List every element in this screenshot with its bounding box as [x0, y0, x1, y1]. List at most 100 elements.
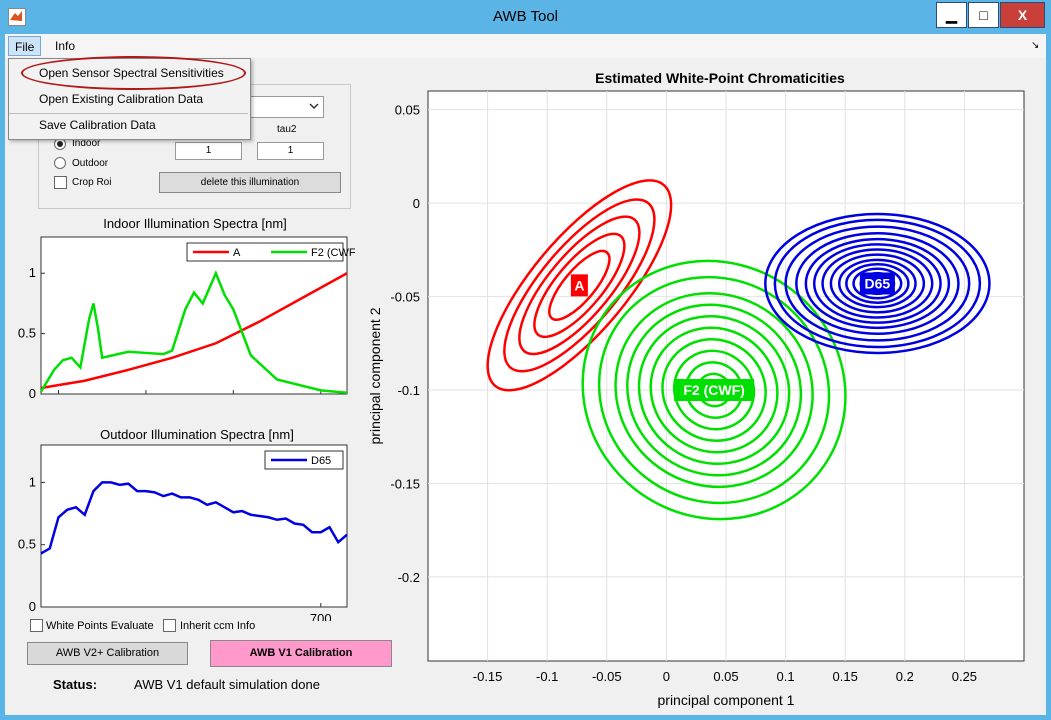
- minimize-button[interactable]: ▁: [936, 2, 967, 28]
- contour-2: [829, 253, 926, 314]
- contour-2: [852, 267, 903, 300]
- menu-file[interactable]: File: [8, 36, 42, 56]
- contour-1: [614, 291, 814, 489]
- white-point-chart: Estimated White-Point Chromaticities -0.…: [367, 70, 1025, 708]
- contour-1: [661, 338, 767, 442]
- y-axis-label: principal component 2: [367, 307, 383, 444]
- close-icon: X: [1017, 7, 1028, 23]
- menu-info[interactable]: Info: [55, 39, 76, 53]
- indoor-legend: [186, 242, 344, 262]
- menu-save-calibration[interactable]: Save Calibration Data: [39, 118, 156, 132]
- indoor-legend-label: A: [233, 247, 241, 259]
- indoor-y-tick-label: 0: [29, 386, 36, 399]
- y-tick-label: -0.2: [398, 570, 420, 585]
- x-tick-label: 0: [663, 669, 670, 684]
- x-tick-label: -0.05: [592, 669, 622, 684]
- minimize-icon: ▁: [946, 6, 957, 23]
- delete-illumination-button[interactable]: delete this illumination: [159, 172, 341, 193]
- tau2-input[interactable]: 1: [257, 142, 324, 160]
- matlab-logo-icon: [10, 11, 22, 21]
- contour-1: [672, 349, 756, 431]
- outdoor-y-tick-label: 0: [29, 599, 36, 614]
- indoor-x-tick-label: 400: [48, 398, 70, 399]
- status-text: AWB V1 default simulation done: [134, 677, 320, 692]
- indoor-x-tick-label: 600: [222, 398, 244, 399]
- contour-1: [684, 361, 744, 419]
- maximize-icon: □: [979, 7, 988, 23]
- contour-0: [533, 232, 626, 339]
- contour-2: [845, 263, 910, 304]
- illumination-select[interactable]: [245, 96, 324, 118]
- inherit-ccm-checkbox[interactable]: [163, 619, 176, 632]
- title-bar: AWB Tool ▁ □ X: [0, 0, 1051, 34]
- indoor-series-line-0: [40, 272, 348, 390]
- outdoor-radio[interactable]: [54, 157, 66, 169]
- tau2-label: tau2: [277, 124, 297, 135]
- contour-0: [503, 198, 656, 373]
- contour-2: [821, 248, 934, 319]
- contour-2: [764, 212, 991, 355]
- cluster-label: A: [574, 277, 584, 293]
- menu-separator: [9, 113, 248, 114]
- outdoor-label: Outdoor: [72, 158, 109, 169]
- indoor-legend-label: F2 (CWF): [311, 247, 355, 259]
- white-points-checkbox[interactable]: [30, 619, 43, 632]
- white-points-label: White Points Evaluate: [46, 620, 154, 632]
- indoor-y-tick-label: 0.5: [18, 326, 36, 341]
- crop-roi-label: Crop Roi: [72, 177, 112, 188]
- crop-roi-checkbox[interactable]: [54, 176, 67, 189]
- x-tick-label: -0.15: [473, 669, 503, 684]
- window-title: AWB Tool: [492, 8, 559, 25]
- y-tick-label: -0.05: [390, 290, 420, 305]
- indoor-x-tick-label: 700: [310, 398, 332, 399]
- status-label: Status:: [53, 677, 98, 692]
- contour-0: [518, 215, 641, 356]
- client-area: File Info ↘ Open Sensor Spectral Sensiti…: [5, 34, 1046, 715]
- cluster-label-box: [570, 274, 588, 297]
- indoor-plot-area: [40, 236, 348, 395]
- outdoor-legend-label: D65: [311, 455, 331, 467]
- indoor-spectra-chart: Indoor Illumination Spectra [nm] 400 500 6…: [18, 216, 355, 399]
- indoor-label: Indoor: [72, 138, 101, 149]
- indoor-x-tick-label: 500: [135, 398, 157, 399]
- contour-1: [637, 315, 791, 466]
- menu-open-calibration[interactable]: Open Existing Calibration Data: [39, 92, 204, 106]
- app-icon: [8, 8, 26, 26]
- y-tick-label: 0: [413, 196, 420, 211]
- outdoor-spectra-chart: Outdoor Illumination Spectra [nm] 700 0 0.…: [18, 427, 348, 621]
- outdoor-series-line-0: [40, 481, 348, 555]
- tau1-input[interactable]: 1: [175, 142, 242, 160]
- toolbar-toggle-icon[interactable]: ↘: [1031, 40, 1040, 51]
- close-button[interactable]: X: [1000, 2, 1045, 28]
- y-tick-label: 0.05: [395, 103, 420, 118]
- chevron-down-icon: [309, 103, 319, 110]
- indoor-series-line-1: [39, 269, 348, 395]
- outdoor-x-tick-label: 700: [310, 611, 332, 621]
- contour-2: [812, 243, 942, 324]
- x-tick-label: 0.2: [896, 669, 914, 684]
- outdoor-y-tick-label: 1: [29, 474, 36, 489]
- indoor-chart-title: Indoor Illumination Spectra [nm]: [103, 216, 287, 231]
- indoor-y-tick-label: 1: [29, 265, 36, 280]
- contour-2: [837, 258, 917, 309]
- contour-2: [804, 237, 951, 330]
- contour-0: [486, 179, 673, 392]
- contour-2: [773, 218, 982, 349]
- maximize-button[interactable]: □: [968, 2, 999, 28]
- y-tick-label: -0.15: [390, 476, 420, 491]
- awb-v1-calibration-button[interactable]: AWB V1 Calibration: [210, 640, 392, 667]
- awb-v2-calibration-button[interactable]: AWB V2+ Calibration: [27, 642, 188, 665]
- white-point-chart-title: Estimated White-Point Chromaticities: [595, 70, 845, 86]
- x-tick-label: 0.25: [952, 669, 977, 684]
- x-axis-label: principal component 1: [658, 692, 795, 708]
- x-tick-label: 0.15: [833, 669, 858, 684]
- y-tick-label: -0.1: [398, 383, 420, 398]
- inherit-ccm-label: Inherit ccm Info: [180, 620, 256, 632]
- cluster-label-box: [859, 272, 895, 295]
- outdoor-y-tick-label: 0.5: [18, 537, 36, 552]
- outdoor-chart-title: Outdoor Illumination Spectra [nm]: [100, 427, 294, 442]
- contour-2: [795, 231, 960, 335]
- contour-2: [784, 225, 971, 342]
- contour-1: [626, 303, 803, 477]
- contour-0: [548, 249, 611, 321]
